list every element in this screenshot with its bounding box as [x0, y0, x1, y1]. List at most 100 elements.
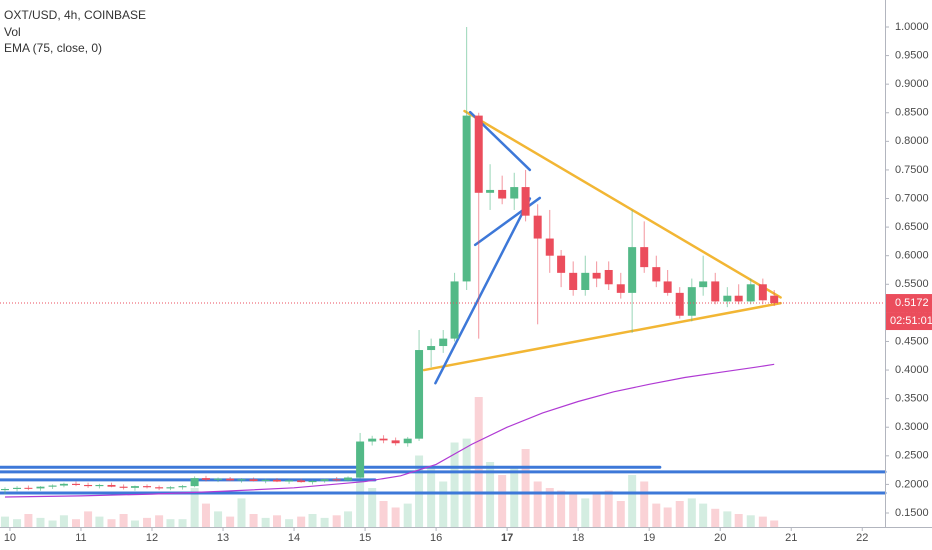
price-label-box: [886, 294, 932, 313]
x-tick-label: 18: [572, 532, 584, 544]
volume-bar: [261, 517, 270, 527]
volume-bar: [107, 519, 116, 527]
candle-body: [48, 485, 57, 487]
candle-body: [510, 187, 519, 199]
y-tick-label: 0.3000: [895, 421, 929, 433]
volume-bar: [178, 519, 187, 527]
volume-bar: [214, 511, 223, 527]
candle-body: [557, 255, 566, 273]
candle-body: [569, 272, 578, 291]
candle-body: [415, 350, 424, 439]
volume-bar: [711, 508, 720, 527]
candle-body: [0, 488, 9, 491]
y-tick-label: 0.9500: [895, 49, 929, 61]
candle-body: [285, 480, 294, 482]
candle-body: [237, 479, 246, 481]
candle-body: [308, 480, 317, 483]
candle-body: [450, 281, 459, 339]
candle-body: [332, 479, 341, 481]
legend-ema: EMA (75, close, 0): [4, 41, 102, 55]
volume-bar: [510, 468, 519, 527]
volume-bar: [640, 481, 649, 527]
candle-body: [130, 486, 139, 488]
volume-bar: [604, 490, 613, 527]
countdown-label: 02:51:01: [890, 315, 932, 327]
candle-body: [439, 338, 448, 347]
price-label: 0.5172: [895, 297, 929, 309]
x-tick-label: 11: [75, 532, 86, 544]
y-tick-label: 1.0000: [895, 21, 929, 33]
y-tick-label: 0.4500: [895, 335, 929, 347]
x-tick-label: 14: [288, 532, 300, 544]
volume-bar: [71, 519, 80, 527]
candle-body: [249, 479, 258, 481]
candle-body: [711, 281, 720, 302]
volume-bar: [344, 511, 353, 527]
candle-body: [178, 486, 187, 488]
volume-bar: [84, 511, 93, 527]
volume-bar: [628, 475, 637, 527]
candle-body: [699, 281, 708, 288]
volume-bar: [201, 503, 210, 527]
volume-bar: [155, 515, 164, 527]
candle-body: [746, 284, 755, 302]
y-tick-label: 0.1500: [895, 507, 929, 519]
candle-body: [734, 295, 743, 302]
y-tick-label: 0.3500: [895, 393, 929, 405]
candle-body: [84, 484, 93, 487]
volume-bar: [0, 516, 9, 527]
x-tick-label: 15: [359, 532, 371, 544]
candle-body: [24, 487, 33, 489]
volume-bar: [273, 515, 282, 527]
volume-bar: [379, 501, 388, 527]
y-tick-label: 0.6000: [895, 250, 929, 262]
x-tick-label: 19: [643, 532, 655, 544]
volume-bar: [581, 498, 590, 527]
candle-body: [201, 478, 210, 480]
candle-body: [273, 479, 282, 482]
volume-bar: [297, 516, 306, 527]
candle-body: [143, 486, 152, 488]
candle-body: [379, 438, 388, 441]
candle-body: [521, 187, 530, 216]
volume-bar: [439, 481, 448, 527]
candle-body: [640, 247, 649, 268]
volume-bar: [95, 516, 104, 527]
volume-bar: [663, 507, 672, 527]
candle-body: [616, 284, 625, 293]
volume-bar: [675, 501, 684, 527]
volume-bar: [569, 494, 578, 527]
candle-body: [675, 292, 684, 316]
candle-body: [687, 287, 696, 316]
y-tick-label: 0.8500: [895, 107, 929, 119]
volume-bar: [143, 517, 152, 527]
candle-body: [166, 487, 175, 489]
volume-bar: [450, 442, 459, 527]
trend-line: [422, 301, 782, 372]
candle-body: [13, 487, 22, 489]
volume-bar: [368, 488, 377, 527]
volume-bar: [320, 517, 329, 527]
candle-body: [498, 189, 507, 199]
x-tick-label: 21: [785, 532, 797, 544]
volume-bar: [734, 514, 743, 527]
candle-body: [36, 486, 45, 489]
x-tick-label: 16: [430, 532, 442, 544]
volume-bar: [415, 455, 424, 527]
candle-body: [155, 487, 164, 489]
legend-volume: Vol: [4, 25, 21, 39]
y-tick-label: 0.8000: [895, 135, 929, 147]
volume-bar: [521, 449, 530, 527]
plot-area: [0, 26, 887, 527]
candle-body: [652, 267, 661, 282]
volume-bar: [498, 475, 507, 527]
candle-body: [723, 295, 732, 302]
y-tick-label: 0.6500: [895, 221, 929, 233]
candle-body: [533, 215, 542, 239]
volume-bar: [190, 488, 199, 527]
volume-bar: [308, 514, 317, 527]
volume-bar: [166, 519, 175, 527]
volume-bar: [356, 449, 365, 527]
